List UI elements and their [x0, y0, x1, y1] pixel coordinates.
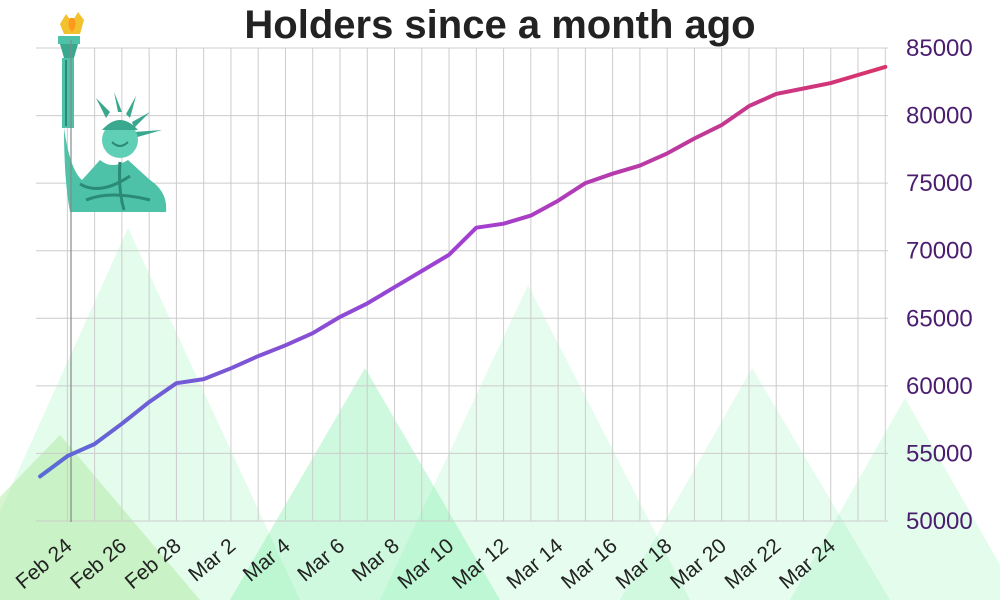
y-tick-label: 85000	[906, 35, 973, 62]
y-tick-label: 70000	[906, 238, 973, 265]
y-tick-label: 80000	[906, 103, 973, 130]
chart-title: Holders since a month ago	[244, 3, 755, 47]
y-tick-label: 75000	[906, 170, 973, 197]
grid	[36, 47, 888, 522]
y-tick-label: 60000	[906, 373, 973, 400]
mountain	[0, 435, 200, 600]
series-line	[38, 64, 888, 479]
y-tick-label: 65000	[906, 305, 973, 332]
y-tick-label: 55000	[906, 440, 973, 467]
mountain	[230, 368, 500, 600]
mountain	[0, 228, 300, 600]
mountain	[790, 398, 1000, 600]
y-tick-label: 50000	[906, 508, 973, 535]
y-axis-ticks: 50000 55000 60000 65000 70000 75000 80000 85000	[906, 35, 973, 535]
mountain	[620, 368, 890, 600]
statue-of-liberty-icon	[58, 12, 167, 212]
